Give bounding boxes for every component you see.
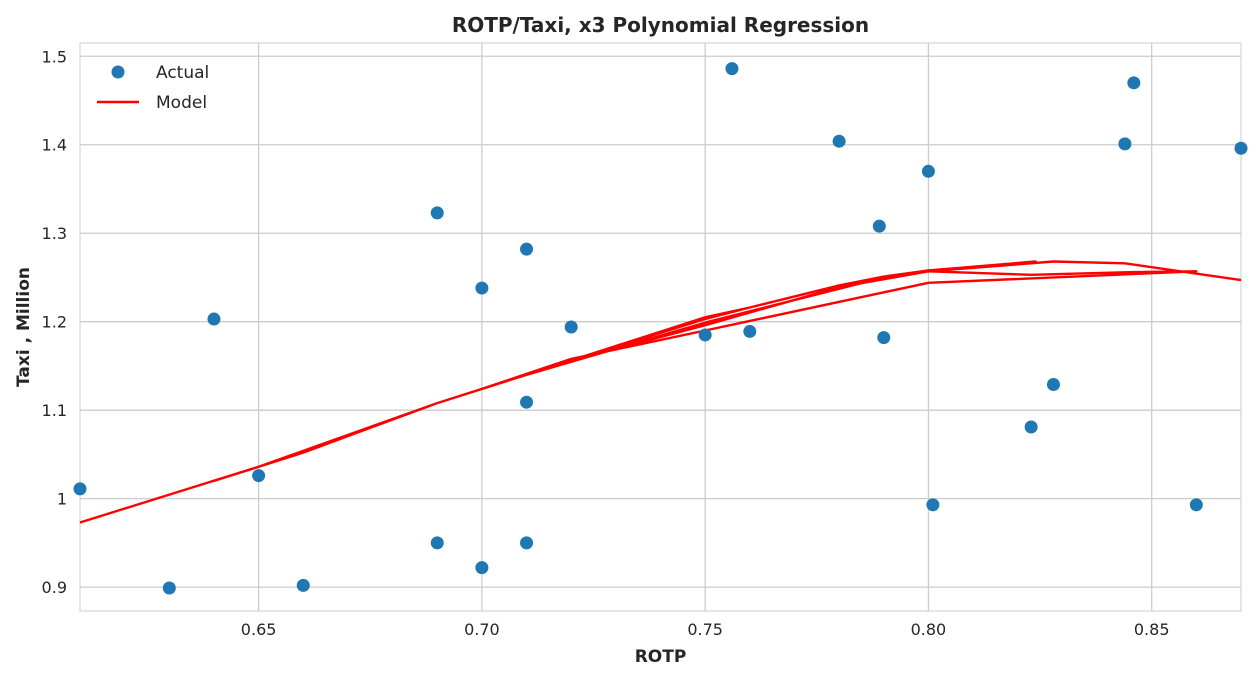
y-tick-label: 1.1 — [42, 401, 67, 420]
x-axis-ticks: 0.65 0.70 0.75 0.80 0.85 — [241, 620, 1170, 639]
actual-point — [1024, 420, 1038, 434]
y-tick-label: 0.9 — [42, 578, 67, 597]
actual-point — [73, 482, 87, 496]
grid — [80, 43, 1241, 611]
actual-point — [296, 578, 310, 592]
actual-point — [1234, 141, 1248, 155]
legend-marker-actual — [111, 65, 125, 79]
actual-point — [743, 324, 757, 338]
actual-point — [207, 312, 221, 326]
actual-point — [475, 561, 489, 575]
actual-point — [1189, 498, 1203, 512]
actual-point — [252, 469, 266, 483]
actual-point — [1118, 137, 1132, 151]
legend: Actual Model — [97, 63, 209, 113]
actual-point — [1046, 378, 1060, 392]
actual-point — [520, 242, 534, 256]
x-tick-label: 0.85 — [1134, 620, 1170, 639]
y-tick-label: 1.3 — [42, 224, 67, 243]
x-tick-label: 0.65 — [241, 620, 277, 639]
actual-point — [520, 536, 534, 550]
x-tick-label: 0.75 — [687, 620, 723, 639]
y-tick-label: 1.4 — [42, 136, 67, 155]
actual-point — [564, 320, 578, 334]
model-layer — [79, 260, 1242, 524]
actual-point — [430, 206, 444, 220]
actual-point — [1127, 76, 1141, 90]
actual-point — [162, 581, 176, 595]
legend-label: Actual — [156, 63, 209, 83]
model-line — [79, 260, 1242, 524]
y-axis-ticks: 0.9 1 1.1 1.2 1.3 1.4 1.5 — [42, 47, 67, 597]
actual-point — [698, 328, 712, 342]
legend-label: Model — [156, 93, 207, 113]
y-axis-label: Taxi , Million — [14, 267, 34, 387]
actual-point — [921, 164, 935, 178]
y-tick-label: 1 — [57, 490, 67, 509]
x-axis-label: ROTP — [635, 647, 687, 667]
actual-point — [475, 281, 489, 295]
chart-title: ROTP/Taxi, x3 Polynomial Regression — [452, 13, 869, 37]
actual-point — [872, 219, 886, 233]
actual-point — [725, 62, 739, 76]
y-tick-label: 1.2 — [42, 313, 67, 332]
x-tick-label: 0.80 — [911, 620, 947, 639]
plot-frame — [79, 42, 1242, 612]
actual-point — [832, 134, 846, 148]
actual-point — [430, 536, 444, 550]
points-layer — [73, 62, 1248, 595]
x-tick-label: 0.70 — [464, 620, 500, 639]
actual-point — [877, 331, 891, 345]
y-tick-label: 1.5 — [42, 47, 67, 66]
actual-point — [520, 395, 534, 409]
actual-point — [926, 498, 940, 512]
